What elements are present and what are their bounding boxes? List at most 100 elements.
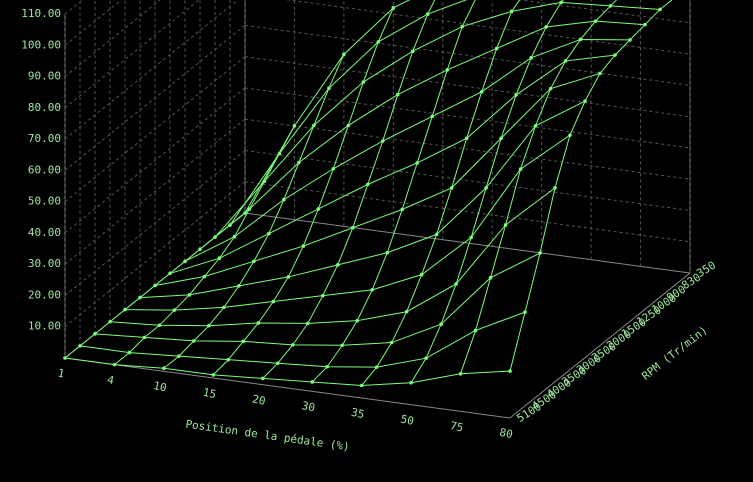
surface-point	[430, 114, 435, 119]
surface-point	[192, 339, 196, 343]
surface-point	[439, 322, 443, 327]
surface-point	[271, 299, 276, 304]
surface-point	[252, 259, 256, 264]
z-tick-label: 20.00	[28, 288, 61, 301]
surface-row	[169, 54, 616, 274]
surface-point	[445, 68, 450, 72]
surface-point	[593, 19, 598, 23]
surface-point	[335, 263, 340, 267]
surface-point	[361, 80, 366, 84]
surface-row	[139, 100, 586, 299]
surface-point	[389, 340, 394, 345]
grid-line	[64, 0, 200, 109]
surface-point	[282, 197, 286, 202]
surface-point	[247, 207, 252, 211]
z-tick-label: 50.00	[28, 195, 61, 208]
surface-point	[153, 283, 157, 288]
surface-point	[228, 223, 232, 227]
surface-point	[226, 357, 231, 362]
floor-edge	[509, 272, 691, 419]
surface-point	[342, 52, 346, 57]
surface-point	[260, 376, 265, 381]
x-tick-label: 4	[106, 373, 116, 387]
x-tick-label: 20	[251, 392, 267, 407]
surface-point	[479, 90, 484, 94]
surface-point	[424, 356, 428, 360]
surface-point	[168, 271, 172, 276]
surface-point	[275, 361, 280, 366]
surface-point	[310, 380, 315, 384]
surface-point	[211, 373, 216, 377]
surface-point	[213, 235, 217, 239]
surface-point	[449, 186, 454, 190]
surface-point	[237, 284, 241, 288]
surface-point	[243, 211, 247, 215]
surface-point	[277, 151, 282, 156]
surface-point	[142, 335, 147, 340]
surface-row	[244, 0, 411, 214]
surface-point	[320, 293, 325, 298]
grid-line	[64, 87, 246, 234]
surface-point	[469, 235, 473, 240]
surface-point	[292, 124, 297, 128]
x-tick-label: 10	[152, 379, 168, 394]
x-tick-label: 75	[449, 419, 465, 434]
grid-line	[64, 0, 161, 77]
surface-point	[415, 161, 420, 165]
surface-point	[643, 22, 647, 27]
surface-row	[229, 0, 468, 226]
surface-point	[267, 231, 271, 236]
surface-point	[370, 288, 375, 292]
surface-point	[290, 343, 295, 347]
z-tick-label: 30.00	[28, 257, 61, 270]
surface-point	[583, 99, 587, 103]
surface-point	[458, 372, 463, 376]
surface-point	[374, 365, 379, 369]
surface-row	[79, 311, 526, 368]
surface-point	[93, 332, 97, 336]
grid-line	[244, 24, 691, 86]
surface-point	[391, 6, 396, 10]
surface-point	[177, 354, 181, 358]
surface-point	[172, 308, 177, 312]
surface-row	[154, 72, 601, 286]
surface-point	[138, 295, 142, 300]
surface-point	[162, 366, 166, 371]
grid-line	[64, 118, 246, 265]
x-tick-label: 80	[498, 426, 514, 441]
grid-line	[244, 118, 691, 180]
surface-point	[518, 167, 523, 171]
surface-point	[63, 356, 67, 360]
z-tick-label: 100.00	[21, 38, 61, 51]
surface-point	[316, 207, 321, 211]
surface-point	[217, 256, 222, 260]
surface-point	[187, 293, 192, 297]
surface-row	[109, 187, 556, 327]
surface-point	[425, 12, 430, 16]
surface-point	[112, 362, 117, 367]
surface-point	[108, 319, 112, 324]
z-tick-label: 70.00	[28, 132, 61, 145]
z-tick-label: 80.00	[28, 101, 61, 114]
surface-point	[157, 323, 162, 328]
surface-point	[409, 380, 413, 385]
surface-point	[419, 272, 424, 277]
surface-point	[183, 259, 187, 264]
surface-point	[473, 328, 478, 333]
grid-line	[517, 0, 691, 24]
surface-point	[385, 250, 390, 255]
x-tick-label: 30	[300, 399, 316, 414]
surface-point	[514, 93, 518, 97]
surface-point	[198, 247, 202, 252]
surface-point	[608, 4, 613, 8]
surface-point	[503, 223, 508, 227]
surface-point	[484, 186, 488, 190]
surface-point	[380, 139, 385, 143]
surface-point	[548, 86, 553, 91]
surface-point	[241, 339, 246, 344]
surface-point	[359, 383, 364, 388]
grid-line	[244, 87, 691, 149]
z-tick-label: 60.00	[28, 163, 61, 176]
